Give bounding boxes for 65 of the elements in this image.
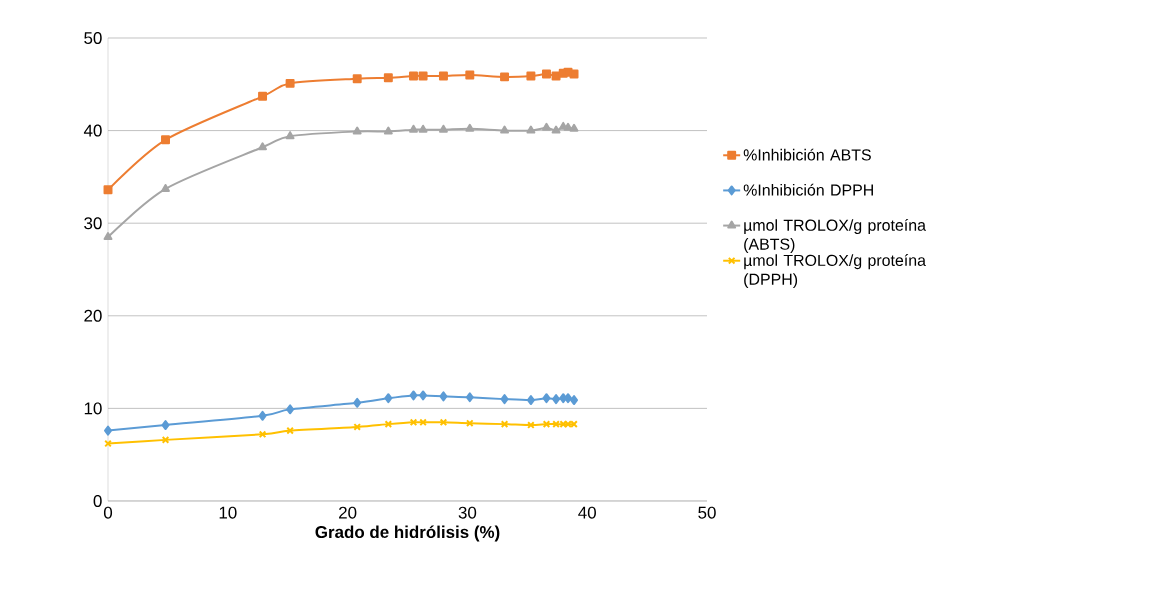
point [552, 394, 561, 405]
y-tick-label: 50 [84, 31, 102, 44]
point [352, 126, 362, 135]
point [564, 393, 573, 404]
point [384, 393, 393, 404]
point [409, 124, 418, 133]
point [353, 397, 362, 408]
point [285, 131, 295, 140]
point [161, 183, 170, 192]
point [551, 125, 561, 134]
y-tick-label: 40 [83, 124, 102, 137]
point [258, 430, 267, 439]
x-tick-label: 0 [103, 506, 113, 519]
point [161, 420, 170, 431]
point [161, 135, 170, 145]
point [541, 69, 551, 79]
legend-label: µmol TROLOX/g proteína (DPPH) [744, 254, 926, 289]
point [500, 394, 509, 405]
point [285, 78, 295, 88]
point [465, 70, 475, 80]
legend-label: %Inhibición DPPH [743, 183, 873, 196]
legend-label: µmol TROLOX/g proteína (ABTS) [744, 218, 926, 253]
y-tick-label: 0 [93, 494, 102, 507]
legend-label: %Inhibición ABTS [743, 148, 871, 161]
point [161, 436, 170, 444]
point [500, 72, 510, 82]
point [286, 404, 295, 415]
point [258, 91, 268, 101]
y-tick-label: 30 [84, 217, 102, 230]
point [439, 391, 448, 402]
x-tick-label: 40 [578, 506, 596, 519]
x-tick-label: 30 [458, 506, 477, 519]
point [104, 425, 112, 436]
y-tick-label: 10 [84, 402, 102, 415]
point [542, 122, 551, 131]
point [383, 73, 393, 83]
point [465, 123, 475, 132]
point [526, 71, 536, 81]
point [383, 126, 393, 135]
x-axis-title: Grado de hidrólisis (%) [315, 525, 500, 542]
point [418, 124, 428, 133]
point [409, 390, 418, 401]
point [352, 74, 362, 84]
point [570, 395, 579, 406]
point [258, 142, 267, 151]
point [569, 69, 579, 79]
point [569, 123, 579, 132]
point [103, 185, 113, 195]
point [418, 71, 428, 81]
point [542, 393, 551, 404]
point [258, 410, 267, 421]
point [409, 71, 418, 81]
point [465, 392, 474, 403]
point [419, 390, 428, 401]
x-tick-label: 20 [339, 506, 357, 519]
x-tick-label: 50 [698, 506, 716, 519]
point [526, 395, 535, 406]
point [439, 124, 448, 133]
point [526, 125, 536, 134]
y-tick-label: 20 [84, 309, 102, 322]
point [500, 125, 509, 134]
point [103, 232, 113, 241]
point [438, 71, 448, 81]
x-tick-label: 10 [219, 506, 237, 519]
point [439, 418, 448, 427]
